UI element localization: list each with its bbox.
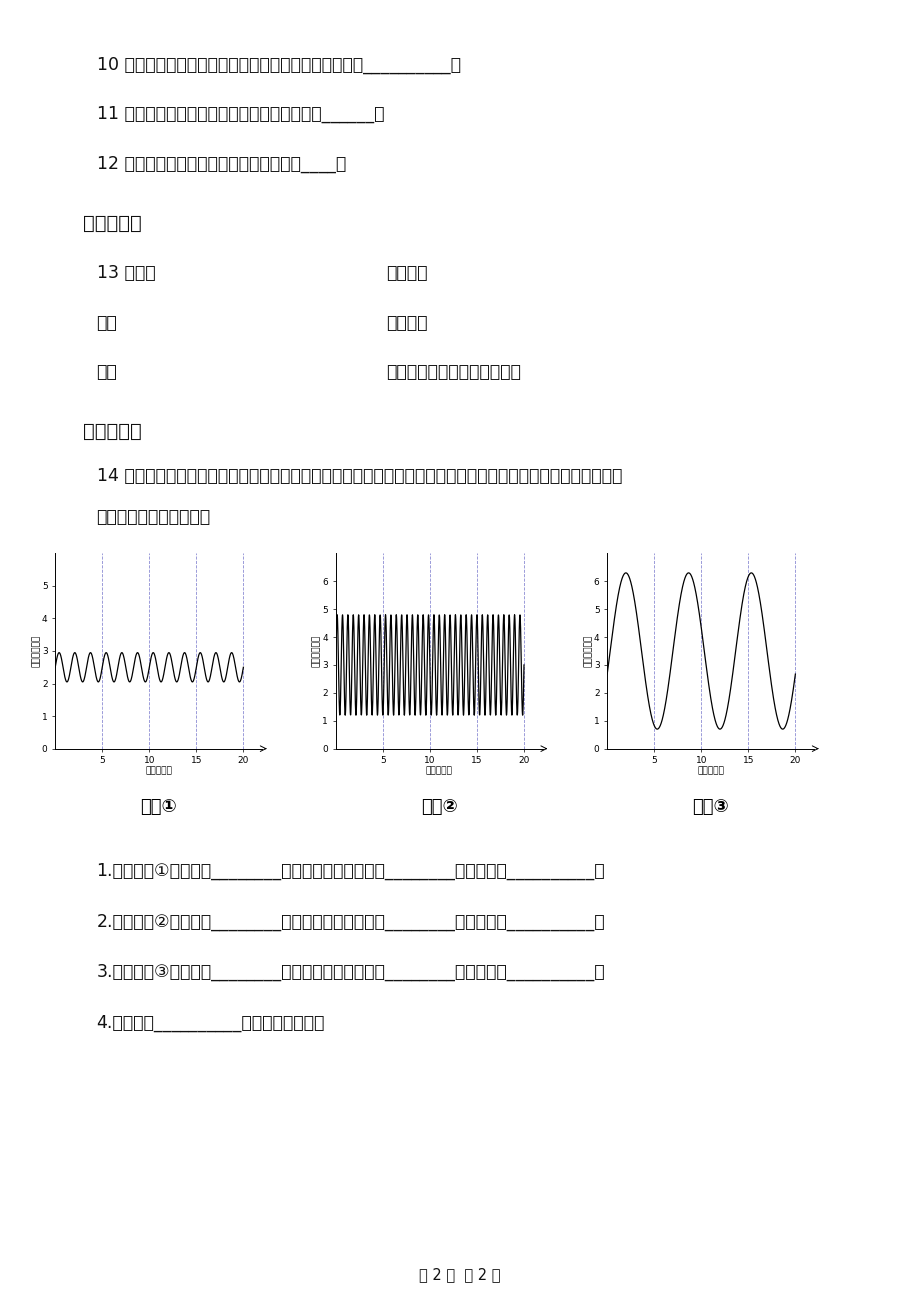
Text: 四、连线题: 四、连线题 — [83, 214, 142, 233]
Text: 搅拌作用: 搅拌作用 — [386, 264, 427, 283]
Text: 3.　　曲线③表示的是________状态，此时呼吸频率是________，呼吸深度__________。: 3. 曲线③表示的是________状态，此时呼吸频率是________，呼吸深… — [96, 963, 605, 982]
Text: 舌头: 舌头 — [96, 314, 118, 332]
Y-axis label: 肺容量（升）: 肺容量（升） — [31, 635, 40, 667]
X-axis label: 时间（秒）: 时间（秒） — [145, 767, 172, 776]
Text: 12 。餐后半小时内不宜进行剧烈运动。（____）: 12 。餐后半小时内不宜进行剧烈运动。（____） — [96, 155, 346, 173]
Text: 13 。牙齿: 13 。牙齿 — [96, 264, 155, 283]
X-axis label: 时间（秒）: 时间（秒） — [425, 767, 452, 776]
Text: 曲线③: 曲线③ — [692, 798, 728, 816]
Text: 1.　　曲线①表示的是________状态，此时呼吸频率是________，呼吸深度__________。: 1. 曲线①表示的是________状态，此时呼吸频率是________，呼吸深… — [96, 862, 605, 880]
Y-axis label: 肺容量（升）: 肺容量（升） — [312, 635, 321, 667]
Text: 和碎食物: 和碎食物 — [386, 314, 427, 332]
Text: 10 。牙槽脓肿会使牙髓坏死，所以要讲究口腔卫生。（__________）: 10 。牙槽脓肿会使牙髓坏死，所以要讲究口腔卫生。（__________） — [96, 56, 460, 74]
Text: 4.　　曲线__________消耗的氧气最多。: 4. 曲线__________消耗的氧气最多。 — [96, 1014, 324, 1032]
Text: 14 。下面三幅曲线图表示人在睡眠、长跑、潜水游泳三种状态下的呼吸状态。（注意：呼吸频率用快或慢表示，: 14 。下面三幅曲线图表示人在睡眠、长跑、潜水游泳三种状态下的呼吸状态。（注意：… — [96, 467, 621, 486]
Text: 湿润食物，消化食物中的淠粉: 湿润食物，消化食物中的淠粉 — [386, 363, 521, 381]
Text: 曲线①: 曲线① — [141, 798, 176, 816]
Y-axis label: 肺容量（升）: 肺容量（升） — [583, 635, 592, 667]
Text: 第 2 页  共 2 页: 第 2 页 共 2 页 — [419, 1267, 500, 1282]
X-axis label: 时间（秒）: 时间（秒） — [697, 767, 723, 776]
Text: 五、综合题: 五、综合题 — [83, 422, 142, 441]
Text: 呼吸深度用深或浅表示）: 呼吸深度用深或浅表示） — [96, 508, 210, 526]
Text: 2.　　曲线②表示的是________状态，此时呼吸频率是________，呼吸深度__________。: 2. 曲线②表示的是________状态，此时呼吸频率是________，呼吸深… — [96, 913, 605, 931]
Text: 11 。相同年龄的男、女同学肺活量一样大。（______）: 11 。相同年龄的男、女同学肺活量一样大。（______） — [96, 105, 384, 124]
Text: 曲线②: 曲线② — [421, 798, 457, 816]
Text: 唠液: 唠液 — [96, 363, 118, 381]
